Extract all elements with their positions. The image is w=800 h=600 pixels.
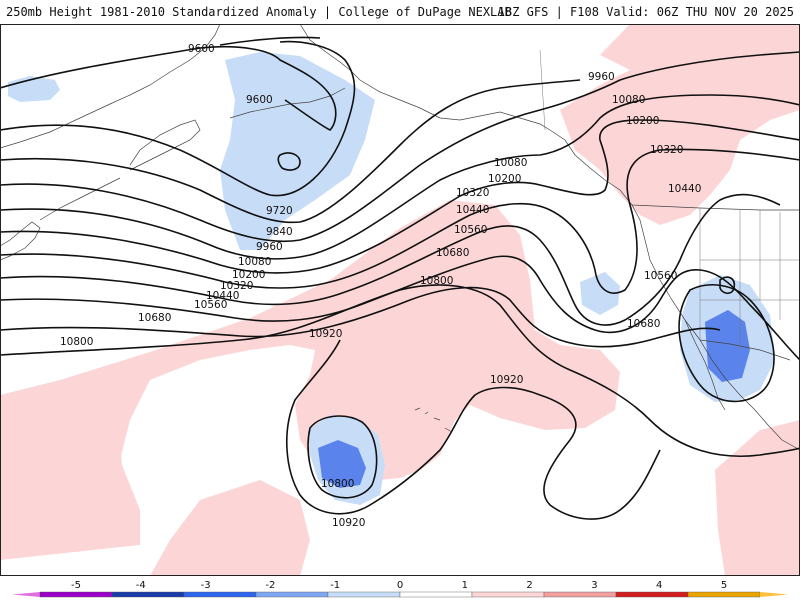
colorbar-tick-label: 3 xyxy=(591,580,597,591)
hawaii-islands xyxy=(414,407,453,433)
colorbar-low-arrow xyxy=(12,592,40,597)
contour-label: 9720 xyxy=(266,205,293,217)
north-america-west-coastline xyxy=(549,129,800,451)
contour-label: 10800 xyxy=(60,336,93,348)
negative-anomaly-core-southwest xyxy=(705,310,750,382)
height-contours xyxy=(0,36,800,520)
kamchatka-coastline xyxy=(129,119,201,171)
contour-label: 10920 xyxy=(490,374,523,386)
contour-label: 10440 xyxy=(668,183,701,195)
anomaly-shading xyxy=(0,24,800,576)
contour-label: 9600 xyxy=(246,94,273,106)
us-mexico-border xyxy=(699,339,791,361)
contour-labels: 9600 9600 9720 9840 9960 9960 10080 1008… xyxy=(60,43,701,529)
colorbar-tick-label: -1 xyxy=(330,580,340,591)
state-borders xyxy=(539,49,800,350)
contour-label: 10440 xyxy=(456,204,489,216)
contour-label: 10680 xyxy=(436,247,469,259)
colorbar-high-arrow xyxy=(760,592,788,597)
contour-label: 10800 xyxy=(420,275,453,287)
colorbar-segments xyxy=(12,591,788,598)
contour-label: 10440 xyxy=(206,290,239,302)
colorbar-segment xyxy=(111,591,185,598)
contour-label: 10560 xyxy=(644,270,677,282)
contour-label: 10560 xyxy=(194,299,227,311)
positive-anomaly-south xyxy=(150,480,310,576)
positive-anomaly-west xyxy=(0,400,125,525)
colorbar-segment xyxy=(471,591,545,598)
contour-10560 xyxy=(0,255,800,361)
alaska-coastline xyxy=(299,24,551,131)
contour-10200 xyxy=(0,119,800,274)
contour-label: 10320 xyxy=(220,280,253,292)
contour-10080 xyxy=(0,94,800,260)
contour-label: 10680 xyxy=(138,312,171,324)
contour-10800 xyxy=(0,284,800,458)
contour-label: 10320 xyxy=(650,144,683,156)
contour-9720-loop xyxy=(277,152,301,171)
colorbar-tick-label: 1 xyxy=(462,580,468,591)
contour-9840 xyxy=(0,79,581,224)
contour-10560-cutoff xyxy=(719,276,736,295)
colorbar-segment xyxy=(615,591,689,598)
contour-label: 9960 xyxy=(588,71,615,83)
contour-label: 10200 xyxy=(488,173,521,185)
positive-anomaly-southeast xyxy=(715,420,800,576)
contour-label: 10320 xyxy=(456,187,489,199)
colorbar-segment xyxy=(327,591,401,598)
contour-label: 9600 xyxy=(188,43,215,55)
contour-label: 10800 xyxy=(321,478,354,490)
contour-label: 10200 xyxy=(232,269,265,281)
positive-anomaly-central-pacific xyxy=(0,200,620,560)
asia-coastline xyxy=(0,24,221,149)
baja-coastline xyxy=(684,319,726,411)
header: 250mb Height 1981-2010 Standardized Anom… xyxy=(0,0,800,24)
positive-anomaly-canada xyxy=(560,24,800,225)
colorbar-ticks: -5 -4 -3 -2 -1 0 1 2 3 4 5 xyxy=(71,580,727,591)
contour-label: 10560 xyxy=(454,224,487,236)
kuril-coastline xyxy=(39,177,121,221)
contour-label: 10920 xyxy=(309,328,342,340)
contour-10920-hawaii xyxy=(286,339,661,520)
colorbar-tick-label: 2 xyxy=(526,580,532,591)
negative-anomaly-california xyxy=(580,272,620,315)
colorbar-tick-label: -3 xyxy=(201,580,211,591)
colorbar-tick-label: -2 xyxy=(265,580,275,591)
contour-10320 xyxy=(0,148,800,294)
anomaly-colorbar: -5 -4 -3 -2 -1 0 1 2 3 4 5 xyxy=(0,576,800,600)
japan-coastline xyxy=(0,221,41,261)
colorbar-tick-label: 4 xyxy=(656,580,662,591)
colorbar-tick-label: 0 xyxy=(397,580,403,591)
contour-label: 10080 xyxy=(612,94,645,106)
contour-label: 9960 xyxy=(256,241,283,253)
map-panel: 9600 9600 9720 9840 9960 9960 10080 1008… xyxy=(0,24,800,576)
map-title: 250mb Height 1981-2010 Standardized Anom… xyxy=(6,5,512,19)
colorbar-segment xyxy=(39,591,113,598)
model-run-info: 18Z GFS | F108 Valid: 06Z THU NOV 20 202… xyxy=(497,5,794,19)
colorbar-segment xyxy=(183,591,257,598)
colorbar-segment xyxy=(543,591,617,598)
negative-anomaly-bering xyxy=(220,52,375,250)
colorbar-tick-label: -5 xyxy=(71,580,81,591)
contour-label: 10680 xyxy=(627,318,660,330)
colorbar-tick-label: -4 xyxy=(136,580,146,591)
contour-label: 10080 xyxy=(494,157,527,169)
contour-9600-north xyxy=(219,36,321,46)
contour-label: 10080 xyxy=(238,256,271,268)
negative-anomaly-core-hawaii xyxy=(318,440,366,488)
contour-label: 10200 xyxy=(626,115,659,127)
colorbar-segment xyxy=(399,591,473,598)
contour-10680-sw-loop xyxy=(678,284,775,403)
contour-9960 xyxy=(0,51,800,243)
contour-label: 10920 xyxy=(332,517,365,529)
contour-10800-hawaii-low xyxy=(307,415,378,499)
colorbar-segment xyxy=(255,591,329,598)
contour-10440 xyxy=(0,193,781,326)
colorbar-tick-label: 5 xyxy=(721,580,727,591)
colorbar-segment xyxy=(687,591,761,598)
contour-9600 xyxy=(0,45,337,131)
canada-us-border xyxy=(631,204,800,211)
contour-9720 xyxy=(0,40,356,197)
contour-label: 9840 xyxy=(266,226,293,238)
